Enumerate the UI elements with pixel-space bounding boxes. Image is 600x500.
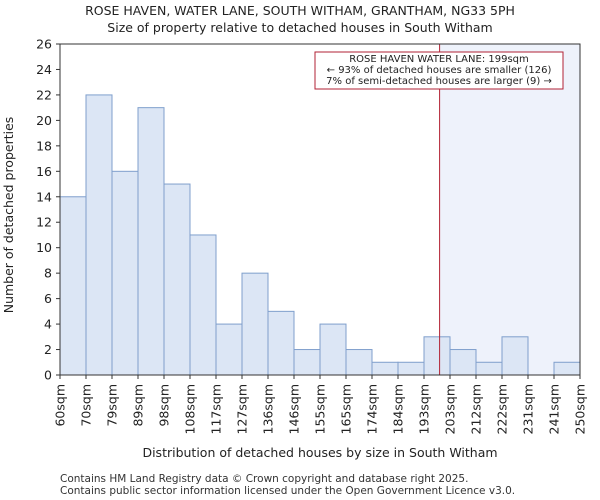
footer-line-2: Contains public sector information licen… xyxy=(60,485,516,497)
x-tick-label: 222sqm xyxy=(495,384,510,434)
y-tick-label: 0 xyxy=(44,368,52,383)
x-tick-label: 193sqm xyxy=(417,384,432,434)
y-tick-label: 22 xyxy=(36,87,52,102)
x-tick-label: 174sqm xyxy=(365,384,380,434)
bar-184sqm xyxy=(397,361,425,376)
x-tick-label: 60sqm xyxy=(53,384,68,427)
y-tick-label: 2 xyxy=(44,342,52,357)
x-tick-label: 250sqm xyxy=(573,384,588,434)
x-tick-label: 79sqm xyxy=(105,384,120,427)
x-tick-label: 117sqm xyxy=(209,384,224,434)
y-tick-label: 10 xyxy=(36,240,52,255)
x-tick-label: 70sqm xyxy=(79,384,94,427)
x-tick-label: 136sqm xyxy=(261,384,276,434)
y-axis-label: Number of detached properties xyxy=(1,117,16,314)
y-tick-label: 20 xyxy=(36,113,52,128)
bar-165sqm xyxy=(345,349,373,376)
chart-title: ROSE HAVEN, WATER LANE, SOUTH WITHAM, GR… xyxy=(85,3,515,18)
y-tick-label: 16 xyxy=(36,164,52,179)
y-tick-label: 4 xyxy=(44,317,52,332)
bar-136sqm xyxy=(267,310,295,376)
bar-155sqm xyxy=(319,323,347,376)
x-tick-label: 98sqm xyxy=(157,384,172,427)
x-tick-label: 146sqm xyxy=(287,384,302,434)
y-tick-label: 8 xyxy=(44,266,52,281)
bars-group xyxy=(59,94,581,376)
bar-174sqm xyxy=(371,361,399,376)
x-axis-label: Distribution of detached houses by size … xyxy=(142,445,497,460)
bar-222sqm xyxy=(501,336,529,376)
y-tick-label: 6 xyxy=(44,291,52,306)
highlight-region xyxy=(439,44,580,375)
chart-subtitle: Size of property relative to detached ho… xyxy=(107,20,493,35)
bar-193sqm xyxy=(423,336,451,376)
x-tick-label: 231sqm xyxy=(521,384,536,434)
x-tick-label: 127sqm xyxy=(235,384,250,434)
x-tick-label: 212sqm xyxy=(469,384,484,434)
annotation-line-2: ← 93% of detached houses are smaller (12… xyxy=(327,65,552,76)
footer-line-1: Contains HM Land Registry data © Crown c… xyxy=(60,473,469,485)
bar-89sqm xyxy=(137,107,165,376)
x-tick-label: 241sqm xyxy=(547,384,562,434)
bar-146sqm xyxy=(293,349,321,376)
x-tick-label: 155sqm xyxy=(313,384,328,434)
bar-241sqm xyxy=(553,361,581,376)
y-tick-label: 18 xyxy=(36,138,52,153)
bar-203sqm xyxy=(449,349,477,376)
x-tick-label: 203sqm xyxy=(443,384,458,434)
x-ticks-group: 60sqm 70sqm 79sqm 89sqm 98sqm 108sqm 117sqm 127… xyxy=(53,375,588,434)
y-tick-label: 14 xyxy=(36,189,52,204)
bar-70sqm xyxy=(85,94,113,376)
y-tick-label: 26 xyxy=(36,37,52,52)
y-tick-label: 24 xyxy=(36,62,52,77)
bar-127sqm xyxy=(241,272,269,376)
x-tick-label: 184sqm xyxy=(391,384,406,434)
x-tick-label: 89sqm xyxy=(131,384,146,427)
annotation-box: ROSE HAVEN WATER LANE: 199sqm ← 93% of d… xyxy=(314,51,564,90)
bar-98sqm xyxy=(163,183,191,376)
bar-60sqm xyxy=(59,196,87,376)
bar-212sqm xyxy=(475,361,503,376)
annotation-line-3: 7% of semi-detached houses are larger (9… xyxy=(326,76,552,87)
annotation-line-1: ROSE HAVEN WATER LANE: 199sqm xyxy=(349,54,529,65)
x-tick-label: 165sqm xyxy=(339,384,354,434)
x-tick-label: 108sqm xyxy=(183,384,198,434)
bar-117sqm xyxy=(215,323,243,376)
bar-79sqm xyxy=(111,170,139,376)
bar-108sqm xyxy=(189,234,217,376)
y-tick-label: 12 xyxy=(36,215,52,230)
